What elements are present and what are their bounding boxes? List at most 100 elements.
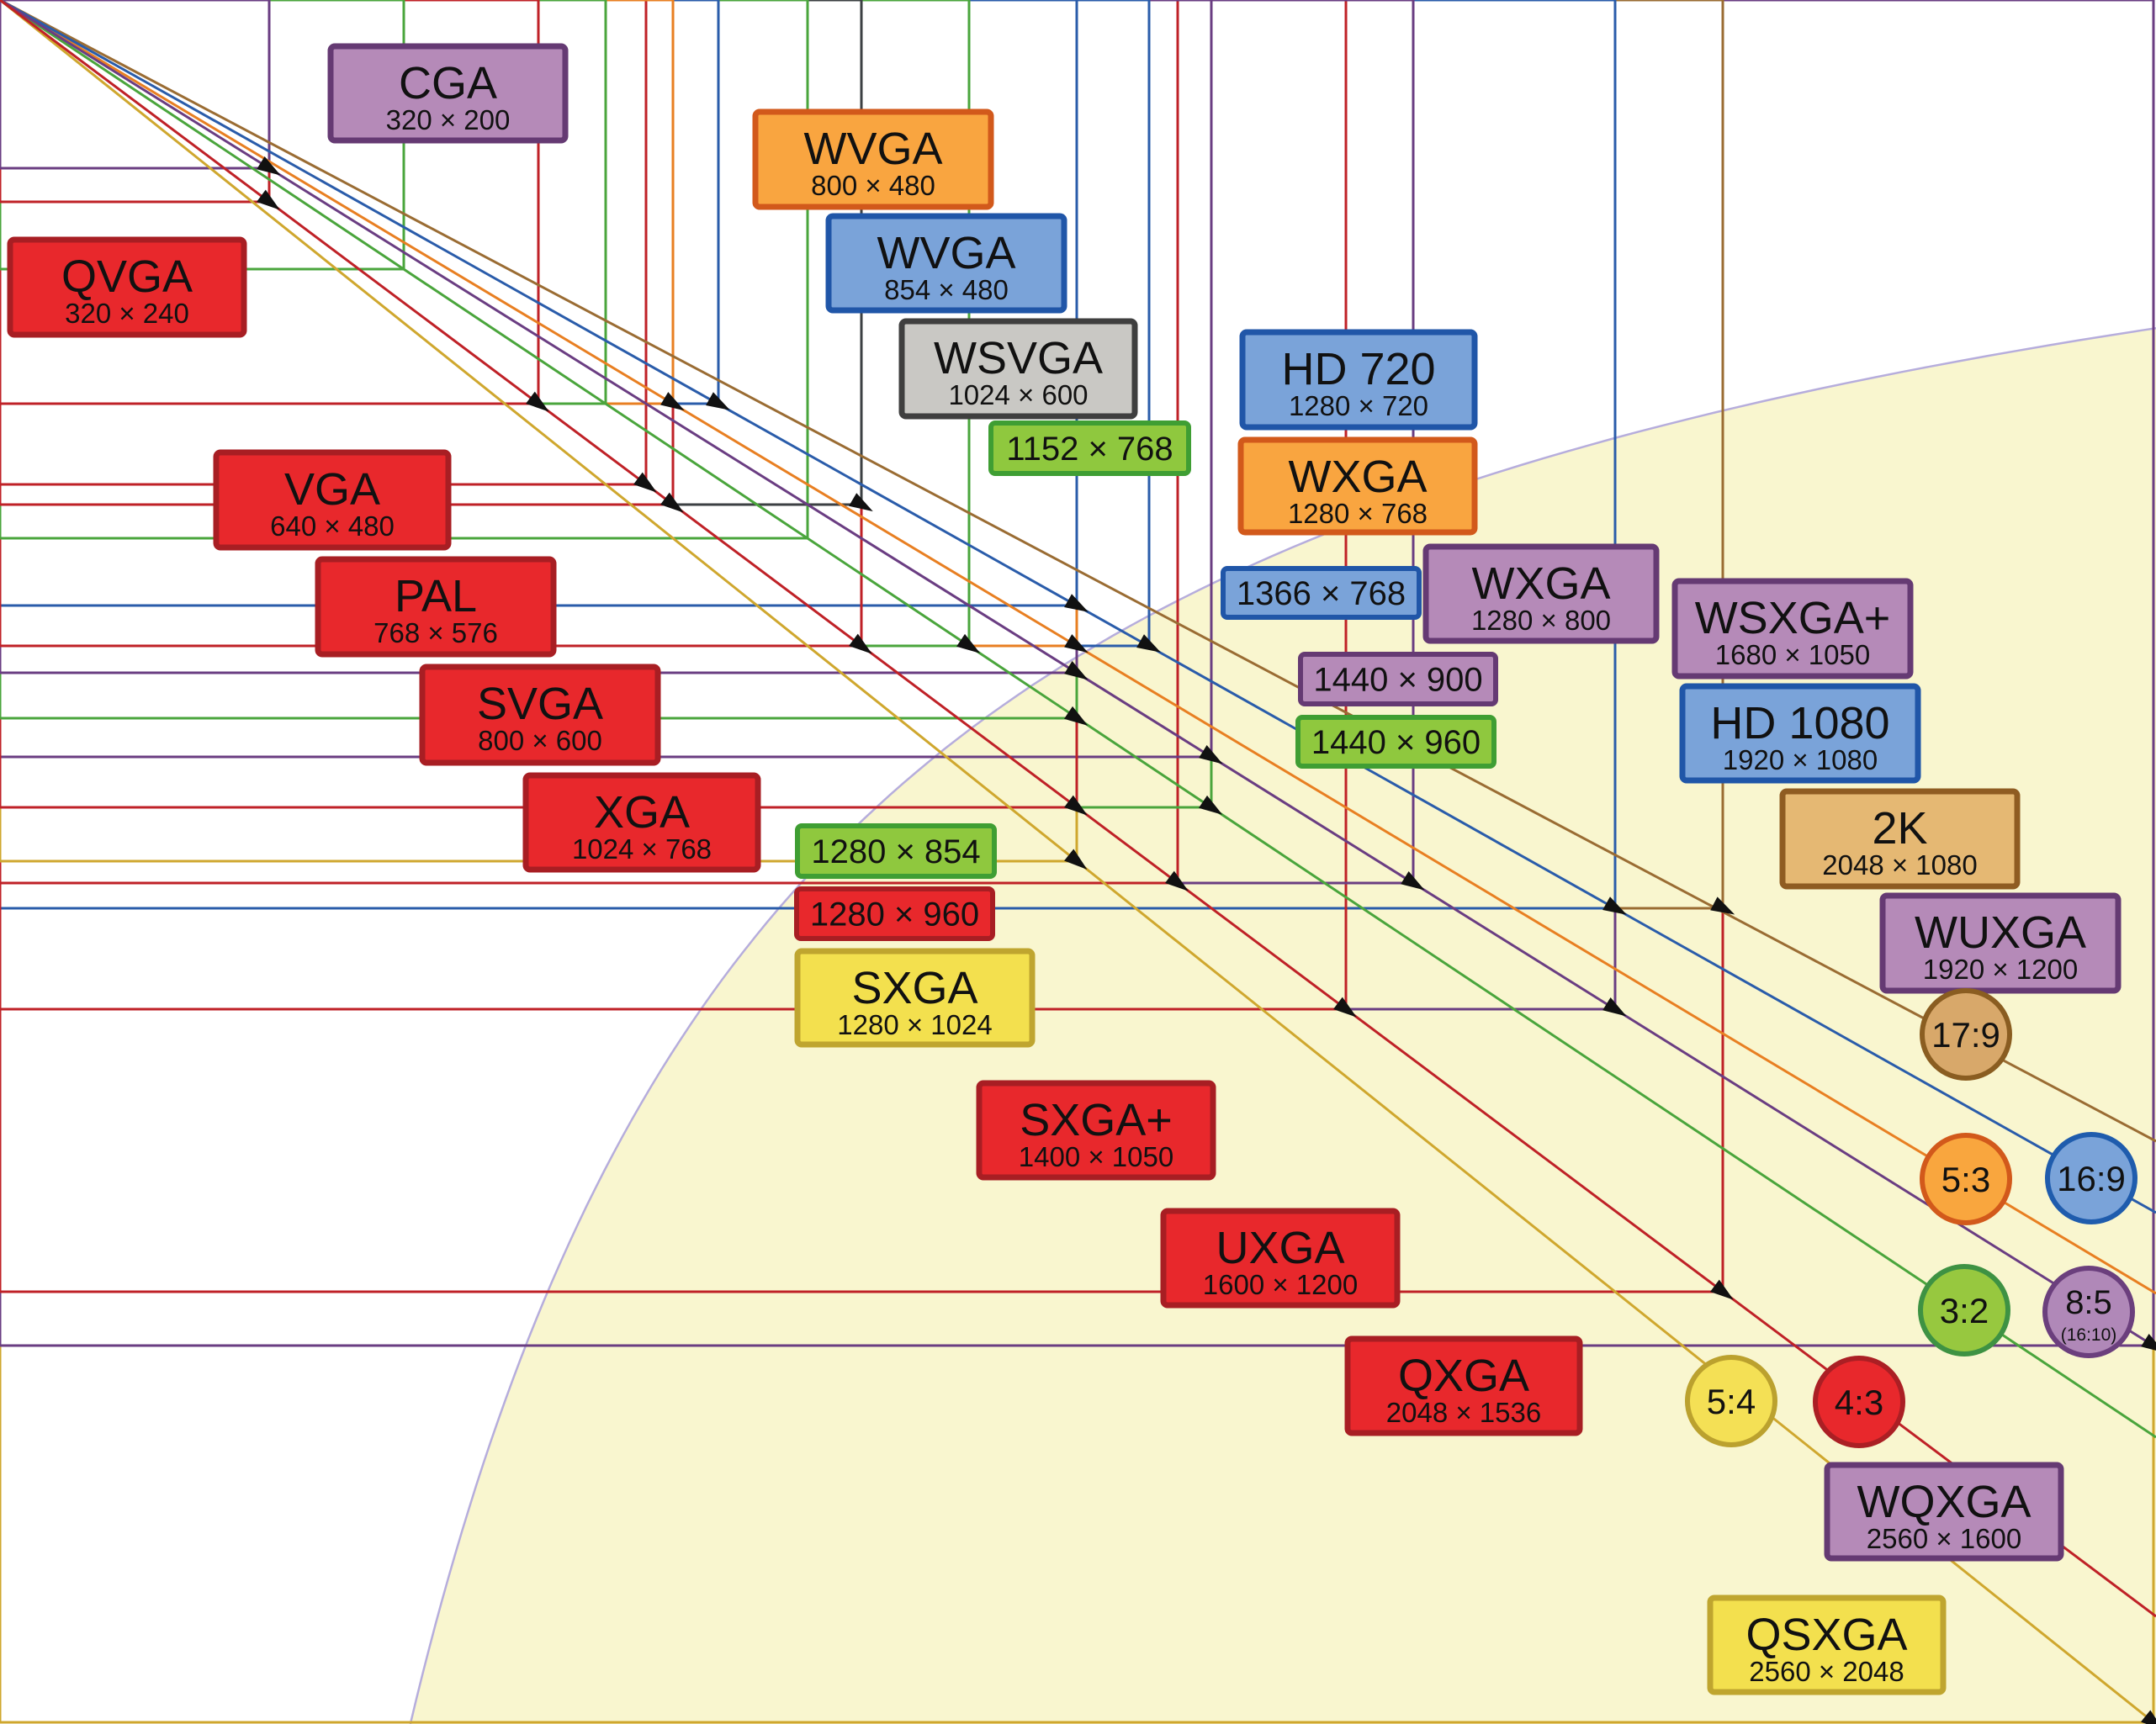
standard-dims-r1280x854: 1280 × 854	[811, 833, 980, 870]
standard-title-qvga: QVGA	[61, 251, 193, 302]
ratio-circle-sublabel-8-5: (16:10)	[2061, 1325, 2117, 1345]
ratio-circle-5-4: 5:4	[1685, 1355, 1777, 1447]
standard-title-pal: PAL	[395, 571, 477, 621]
standard-dims-r1440x960: 1440 × 960	[1311, 724, 1481, 761]
corner-arrow-hd1080	[1602, 896, 1627, 915]
ratio-circle-4-3: 4:3	[1813, 1356, 1905, 1448]
standard-title-k2: 2K	[1872, 803, 1927, 854]
corner-arrow-r1440x900	[1199, 745, 1223, 764]
ratio-circle-label-8-5: 8:5	[2065, 1284, 2112, 1321]
standard-dims-wsvga: 1024 × 600	[948, 379, 1088, 410]
standard-title-wxga768: WXGA	[1288, 452, 1427, 502]
standard-dims-hd1080: 1920 × 1080	[1723, 744, 1878, 775]
label-rect-wsvga	[898, 318, 1138, 420]
standard-dims-wsxgap: 1680 × 1050	[1715, 639, 1870, 670]
corner-arrow-cga	[257, 156, 281, 176]
aspect-ray-17-9	[0, 0, 2156, 1143]
corner-arrow-vga	[526, 391, 549, 412]
corner-arrow-k2	[1710, 896, 1735, 915]
corner-arrow-svga	[660, 492, 684, 513]
standard-dims-sxga: 1280 × 1024	[837, 1009, 992, 1040]
standard-title-qxga: QXGA	[1398, 1351, 1529, 1401]
label-rect-sxga	[794, 948, 1036, 1048]
label-box-r1440x900: 1440 × 900	[1298, 652, 1498, 706]
standard-dims-sxgap: 1400 × 1050	[1019, 1141, 1173, 1172]
corner-arrow-wuxga	[1602, 997, 1627, 1017]
standard-dims-xga: 1024 × 768	[572, 833, 712, 865]
standard-dims-cga: 320 × 200	[386, 104, 511, 135]
corner-arrow-r1440x960	[1199, 795, 1223, 815]
corner-arrow-uxga	[1333, 997, 1357, 1018]
corner-arrow-wvga854	[706, 392, 730, 410]
corner-arrow-qxga	[1710, 1279, 1734, 1300]
label-rect-r1440x960	[1295, 715, 1496, 769]
standard-dims-vga: 640 × 480	[270, 510, 395, 542]
label-rect-qvga	[7, 236, 247, 338]
label-box-r1366: 1366 × 768	[1221, 566, 1422, 620]
standard-dims-k2: 2048 × 1080	[1822, 849, 1977, 881]
standard-title-hd720: HD 720	[1281, 344, 1435, 394]
label-rect-qsxga	[1707, 1594, 1947, 1695]
label-rect-svga	[419, 664, 661, 766]
label-rect-wsxgap	[1671, 578, 1914, 680]
standard-title-wqxga: WQXGA	[1857, 1477, 2031, 1527]
label-rect-r1280x960	[794, 886, 995, 941]
standard-title-svga: SVGA	[477, 679, 603, 729]
standard-dims-r1440x900: 1440 × 900	[1313, 662, 1482, 699]
standard-dims-qvga: 320 × 240	[65, 298, 189, 329]
corner-arrow-wsxgap	[1401, 871, 1425, 891]
standard-dims-r1152: 1152 × 768	[1006, 431, 1173, 468]
standard-dims-svga: 800 × 600	[478, 725, 602, 756]
corner-arrowheads	[257, 156, 2156, 1724]
corner-arrow-r1280x854	[1064, 706, 1089, 726]
corner-arrow-wsvga	[849, 493, 873, 512]
standard-dims-qsxga: 2560 × 2048	[1749, 1656, 1904, 1687]
corner-arrow-hd720	[1064, 594, 1089, 612]
label-box-r1280x960: 1280 × 960	[794, 886, 995, 941]
ratio-circle-shape-5-3	[1920, 1133, 2012, 1225]
corner-arrow-wxga800	[1064, 661, 1089, 680]
corner-arrow-pal	[633, 472, 657, 493]
corner-arrow-r1280x960	[1064, 795, 1088, 816]
ratio-circle-8-5: 8:5 (16:10)	[2042, 1266, 2135, 1358]
corner-arrow-sxgap	[1165, 870, 1189, 891]
ratio-circle-label-5-4: 5:4	[1707, 1382, 1756, 1421]
label-box-r1440x960: 1440 × 960	[1295, 715, 1496, 769]
resolution-rect-cga	[0, 0, 271, 170]
megapixel-curve	[409, 326, 2156, 1724]
standard-title-wxga800: WXGA	[1471, 558, 1610, 609]
ratio-circle-shape-4-3	[1813, 1356, 1905, 1448]
standard-title-wvga800: WVGA	[803, 124, 942, 174]
ratio-circle-3-2: 3:2	[1918, 1264, 2010, 1356]
ratio-circle-shape-3-2	[1918, 1264, 2010, 1356]
label-rect-r1440x900	[1298, 652, 1498, 706]
standard-dims-qxga: 2048 × 1536	[1386, 1397, 1541, 1428]
label-rect-wvga854	[825, 213, 1067, 314]
ratio-circle-shape-8-5	[2042, 1266, 2135, 1358]
standard-dims-r1366: 1366 × 768	[1237, 575, 1406, 612]
ratio-circle-16-9: 16:9	[2045, 1132, 2137, 1224]
standard-title-vga: VGA	[284, 464, 380, 515]
ratio-circle-label-5-3: 5:3	[1941, 1160, 1990, 1199]
corner-arrow-wqxga	[2141, 1334, 2156, 1351]
label-rect-qxga	[1344, 1335, 1583, 1436]
resolution-rect-wqxga	[0, 0, 2155, 1347]
standard-dims-uxga: 1600 × 1200	[1203, 1269, 1358, 1300]
ratio-circle-label-4-3: 4:3	[1835, 1383, 1883, 1422]
resolution-rect-vga	[0, 0, 540, 405]
